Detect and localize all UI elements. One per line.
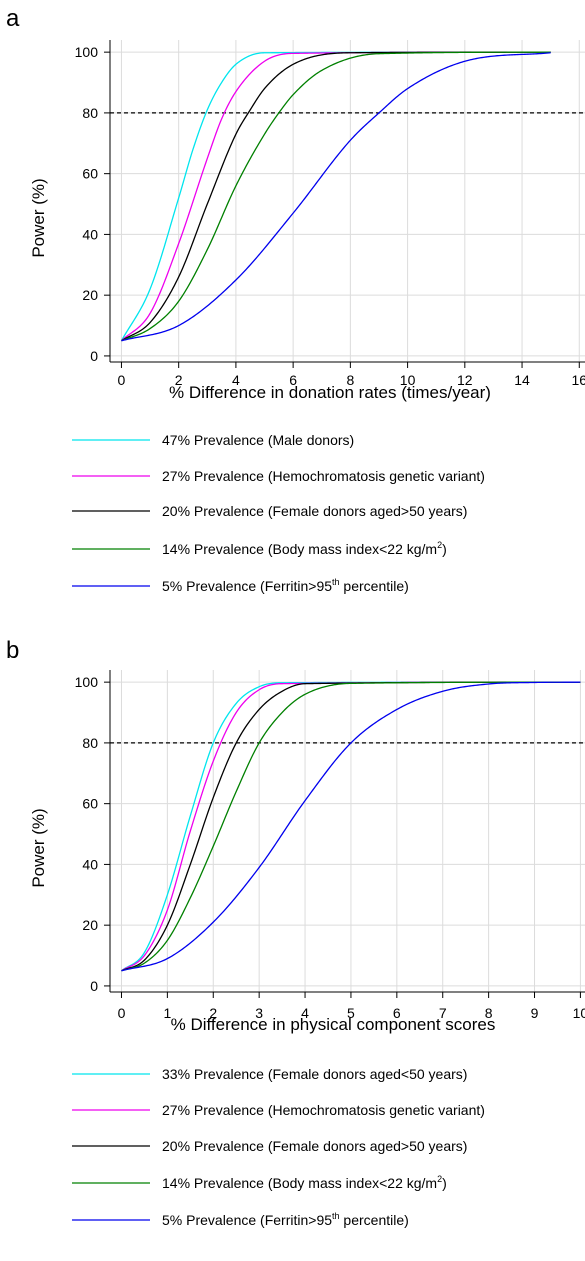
x-tick-label: 6 (393, 1005, 401, 1021)
x-tick-label: 8 (346, 372, 354, 388)
y-tick-label: 80 (82, 105, 98, 121)
x-tick-label: 5 (347, 1005, 355, 1021)
legend-label-b-4: 14% Prevalence (Body mass index<22 kg/m2… (162, 1174, 447, 1191)
series-line-b-5 (121, 681, 581, 972)
plot-a-y-axis-title: Power (%) (29, 178, 48, 257)
legend-label-b-1: 33% Prevalence (Female donors aged<50 ye… (162, 1066, 467, 1082)
x-tick-label: 16 (571, 372, 585, 388)
plot-a-area: 0 20 40 60 80 100 0 2 4 6 8 10 12 14 16 (75, 40, 585, 388)
legend-label-a-2: 27% Prevalence (Hemochromatosis genetic … (162, 468, 485, 484)
y-tick-label: 40 (82, 856, 98, 872)
series-line-a-5 (121, 52, 551, 342)
series-line-a-3 (121, 51, 551, 342)
y-tick-label: 100 (75, 674, 99, 690)
panel-a-letter: a (6, 5, 20, 32)
legend-label-a-5: 5% Prevalence (Ferritin>95th percentile) (162, 577, 409, 594)
y-tick-label: 20 (82, 287, 98, 303)
panel-a: a 0 20 40 60 80 100 0 2 4 6 8 10 12 14 16 Power (%) % … (6, 5, 585, 594)
x-tick-label: 0 (118, 372, 126, 388)
legend-label-a-1: 47% Prevalence (Male donors) (162, 432, 354, 448)
y-tick-label: 100 (75, 44, 99, 60)
legend-label-b-3: 20% Prevalence (Female donors aged>50 ye… (162, 1138, 467, 1154)
x-tick-label: 14 (514, 372, 530, 388)
series-line-a-4 (121, 51, 551, 342)
plot-b-x-axis-title: % Difference in physical component score… (171, 1015, 496, 1034)
y-tick-label: 0 (90, 348, 98, 364)
plot-b-y-axis-title: Power (%) (29, 808, 48, 887)
x-tick-label: 4 (301, 1005, 309, 1021)
legend-a: 47% Prevalence (Male donors) 27% Prevalen… (72, 432, 485, 594)
series-line-a-1 (120, 51, 551, 342)
plot-b-area: 0 20 40 60 80 100 0 1 2 3 4 5 6 7 8 9 10 (75, 670, 585, 1021)
x-tick-label: 3 (255, 1005, 263, 1021)
legend-label-a-3: 20% Prevalence (Female donors aged>50 ye… (162, 503, 467, 519)
x-tick-label: 12 (457, 372, 473, 388)
x-tick-label: 9 (531, 1005, 539, 1021)
x-tick-label: 2 (209, 1005, 217, 1021)
y-tick-label: 40 (82, 226, 98, 242)
y-tick-label: 0 (90, 978, 98, 994)
x-tick-label: 10 (573, 1005, 585, 1021)
x-tick-label: 0 (118, 1005, 126, 1021)
legend-label-a-4: 14% Prevalence (Body mass index<22 kg/m2… (162, 540, 447, 557)
x-tick-label: 6 (289, 372, 297, 388)
x-tick-label: 4 (232, 372, 240, 388)
x-tick-label: 2 (175, 372, 183, 388)
series-line-b-4 (121, 681, 581, 972)
legend-label-b-5: 5% Prevalence (Ferritin>95th percentile) (162, 1211, 409, 1228)
x-tick-label: 7 (439, 1005, 447, 1021)
panel-b-letter: b (6, 637, 19, 664)
y-tick-label: 80 (82, 735, 98, 751)
x-tick-label: 1 (163, 1005, 171, 1021)
legend-label-b-2: 27% Prevalence (Hemochromatosis genetic … (162, 1102, 485, 1118)
y-tick-label: 60 (82, 796, 98, 812)
x-tick-label: 10 (400, 372, 416, 388)
panel-b: b 0 20 40 60 80 100 0 1 2 3 4 5 6 7 8 9 10 Power (%) % D… (6, 637, 585, 1228)
x-tick-label: 8 (485, 1005, 493, 1021)
series-line-a-2 (121, 51, 551, 342)
legend-b: 33% Prevalence (Female donors aged<50 ye… (72, 1066, 485, 1228)
y-tick-label: 60 (82, 166, 98, 182)
y-tick-label: 20 (82, 917, 98, 933)
plot-a-x-axis-title: % Difference in donation rates (times/ye… (169, 383, 491, 402)
